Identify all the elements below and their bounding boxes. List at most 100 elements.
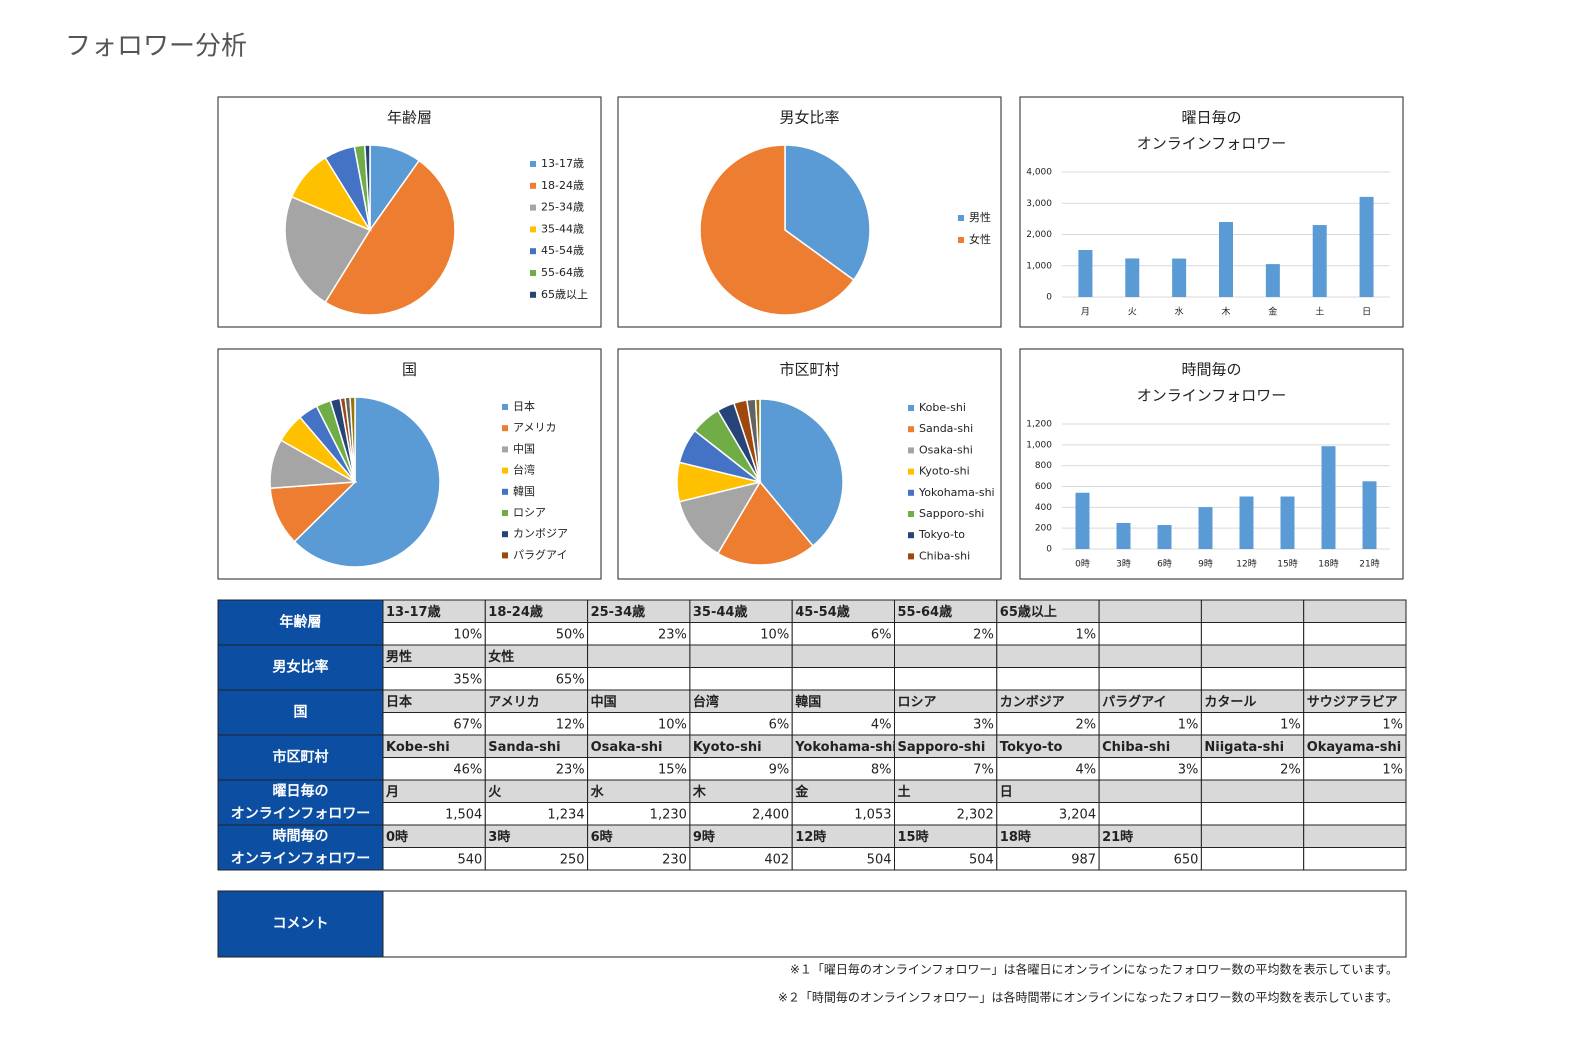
bar bbox=[1075, 492, 1090, 549]
table-value: 1% bbox=[1178, 717, 1199, 732]
note: ※２「時間毎のオンラインフォロワー」は各時間帯にオンラインになったフォロワー数の… bbox=[778, 990, 1398, 1005]
y-tick-label: 1,000 bbox=[1026, 440, 1052, 450]
table-value: 46% bbox=[453, 762, 482, 777]
legend-label: Chiba-shi bbox=[919, 549, 970, 562]
table-value: 1% bbox=[1382, 717, 1403, 732]
table-key: 9時 bbox=[693, 829, 715, 845]
table-value: 650 bbox=[1174, 852, 1199, 867]
comment-label-cell bbox=[217, 890, 384, 958]
legend-label: Kobe-shi bbox=[919, 401, 966, 414]
table-key: アメリカ bbox=[488, 695, 539, 710]
x-tick-label: 9時 bbox=[1198, 559, 1213, 570]
x-tick-label: 金 bbox=[1268, 306, 1277, 318]
legend-label: Tokyo-to bbox=[918, 528, 965, 541]
table-key: 13-17歳 bbox=[386, 604, 441, 620]
chart-title: オンラインフォロワー bbox=[1137, 387, 1287, 405]
table-key: Yokohama-shi bbox=[794, 740, 897, 755]
table-value: 987 bbox=[1071, 852, 1096, 867]
table-key: Tokyo-to bbox=[1000, 740, 1063, 755]
y-tick-label: 1,200 bbox=[1026, 420, 1052, 430]
y-tick-label: 800 bbox=[1035, 461, 1052, 471]
table-value: 9% bbox=[769, 762, 790, 777]
table-value: 230 bbox=[662, 852, 687, 867]
x-tick-label: 月 bbox=[1081, 307, 1090, 318]
legend-label: パラグアイ bbox=[513, 547, 567, 561]
bar bbox=[1239, 496, 1254, 549]
y-tick-label: 400 bbox=[1035, 503, 1052, 513]
legend-swatch bbox=[908, 553, 914, 560]
table-value: 3% bbox=[1178, 762, 1199, 777]
table-key: 水 bbox=[591, 784, 605, 800]
x-tick-label: 火 bbox=[1128, 307, 1137, 318]
row-label: 曜日毎の bbox=[273, 782, 329, 799]
legend-label: 韓国 bbox=[513, 485, 535, 498]
page-title: フォロワー分析 bbox=[65, 32, 247, 62]
header-cell bbox=[587, 644, 691, 668]
table-key: 木 bbox=[692, 784, 707, 800]
table-value: 402 bbox=[764, 852, 789, 867]
value-cell bbox=[894, 667, 998, 691]
table-value: 2% bbox=[973, 627, 994, 642]
pie-slice bbox=[284, 195, 372, 304]
value-cell bbox=[1303, 847, 1407, 871]
y-tick-label: 1,000 bbox=[1026, 261, 1052, 271]
comment-label: コメント bbox=[273, 916, 329, 932]
value-cell bbox=[1200, 802, 1305, 826]
bar bbox=[1198, 507, 1213, 549]
table-key: Sapporo-shi bbox=[898, 740, 986, 755]
bar bbox=[1280, 496, 1295, 549]
bar bbox=[1359, 196, 1374, 297]
legend-label: 男性 bbox=[969, 210, 991, 224]
table-key: Niigata-shi bbox=[1204, 740, 1284, 755]
table-value: 10% bbox=[453, 627, 482, 642]
chart-title: オンラインフォロワー bbox=[1137, 135, 1287, 153]
legend-swatch bbox=[908, 405, 914, 411]
table-key: 18-24歳 bbox=[488, 604, 543, 620]
table-key: 女性 bbox=[488, 649, 514, 665]
table-value: 65% bbox=[556, 672, 585, 687]
table-value: 6% bbox=[871, 627, 892, 642]
legend-swatch bbox=[530, 182, 536, 189]
x-tick-label: 土 bbox=[1315, 306, 1324, 318]
table-value: 504 bbox=[969, 852, 994, 867]
legend-label: 女性 bbox=[969, 232, 991, 246]
table-value: 1,230 bbox=[650, 807, 687, 822]
table-key: 12時 bbox=[795, 829, 826, 845]
table-value: 7% bbox=[973, 762, 994, 777]
header-cell bbox=[1200, 779, 1305, 803]
table-value: 67% bbox=[453, 717, 482, 732]
row-label: 国 bbox=[294, 705, 308, 721]
table-key: 6時 bbox=[591, 829, 613, 845]
x-tick-label: 日 bbox=[1362, 307, 1371, 318]
header-cell bbox=[1098, 644, 1202, 668]
x-tick-label: 木 bbox=[1221, 306, 1230, 318]
value-cell bbox=[1098, 622, 1202, 646]
header-cell bbox=[791, 644, 896, 668]
legend-label: アメリカ bbox=[513, 421, 556, 434]
table-value: 23% bbox=[658, 627, 687, 642]
bar bbox=[1265, 264, 1280, 297]
value-cell bbox=[996, 667, 1100, 691]
table-key: カンボジア bbox=[1000, 694, 1065, 710]
comment-box bbox=[382, 890, 1407, 958]
legend-swatch bbox=[502, 446, 508, 453]
header-cell bbox=[1098, 599, 1202, 623]
legend-swatch bbox=[908, 511, 914, 517]
header-cell bbox=[1098, 779, 1202, 803]
table-value: 2% bbox=[1075, 717, 1096, 732]
table-value: 35% bbox=[453, 672, 482, 687]
bar bbox=[1157, 525, 1172, 549]
x-tick-label: 12時 bbox=[1236, 559, 1256, 570]
value-cell bbox=[587, 667, 691, 691]
legend-swatch bbox=[502, 404, 508, 410]
table-key: 日本 bbox=[386, 694, 412, 710]
table-key: Sanda-shi bbox=[488, 740, 560, 755]
value-cell bbox=[1200, 847, 1305, 871]
table-key: 火 bbox=[488, 785, 502, 800]
table-value: 250 bbox=[560, 852, 585, 867]
legend-label: Sapporo-shi bbox=[919, 507, 984, 520]
table-value: 1,234 bbox=[547, 807, 584, 822]
value-cell bbox=[791, 667, 896, 691]
header-cell bbox=[894, 644, 998, 668]
table-key: 55-64歳 bbox=[898, 604, 953, 620]
